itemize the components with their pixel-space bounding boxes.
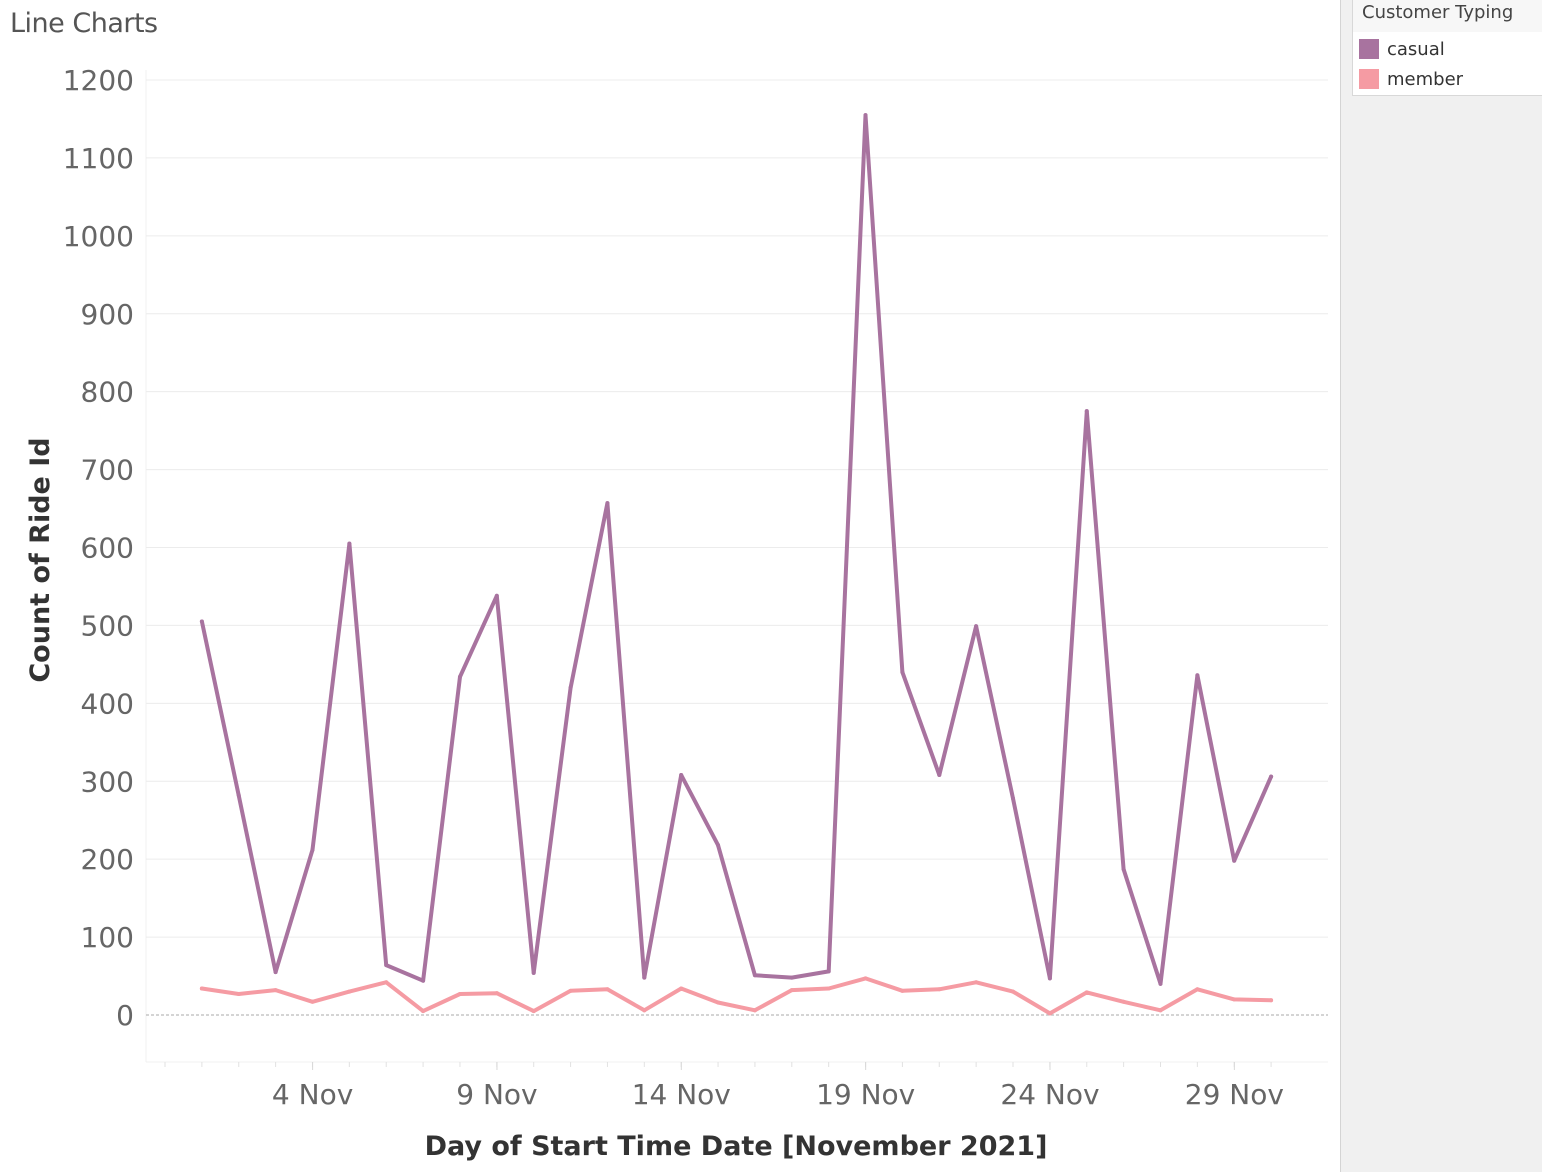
- data-point-member: [236, 991, 241, 996]
- data-point-member: [1269, 998, 1274, 1003]
- legend-item-casual[interactable]: casual: [1359, 37, 1445, 61]
- data-point-member: [716, 1000, 721, 1005]
- data-point-casual: [384, 963, 389, 968]
- legend-header: [1353, 0, 1542, 32]
- data-point-casual: [1121, 867, 1126, 872]
- data-point-casual: [605, 501, 610, 506]
- data-point-member: [1195, 987, 1200, 992]
- data-point-casual: [1084, 409, 1089, 414]
- data-point-member: [531, 1009, 536, 1014]
- y-tick-label: 1200: [63, 64, 134, 97]
- y-tick-label: 1100: [63, 142, 134, 175]
- data-point-casual: [310, 847, 315, 852]
- data-point-member: [1011, 989, 1016, 994]
- x-tick-label: 9 Nov: [456, 1078, 537, 1111]
- data-point-casual: [974, 624, 979, 629]
- data-point-member: [568, 988, 573, 993]
- data-point-casual: [199, 619, 204, 624]
- series-line-member: [199, 976, 1274, 1016]
- data-point-casual: [457, 674, 462, 679]
- x-tick-label: 29 Nov: [1185, 1078, 1284, 1111]
- x-tick-label: 4 Nov: [272, 1078, 353, 1111]
- data-point-casual: [273, 970, 278, 975]
- y-tick-label: 900: [81, 298, 134, 331]
- data-point-casual: [347, 541, 352, 546]
- data-point-member: [900, 988, 905, 993]
- data-point-casual: [752, 973, 757, 978]
- y-tick-label: 200: [81, 843, 134, 876]
- y-axis-title: Count of Ride Id: [25, 437, 56, 682]
- data-point-casual: [236, 793, 241, 798]
- data-point-casual: [1232, 858, 1237, 863]
- line-chart: 0 100 200 300 400 500 600 700 800 900 1000 1100 1200…: [25, 64, 1328, 1162]
- data-point-casual: [863, 113, 868, 118]
- data-point-member: [1121, 999, 1126, 1004]
- x-tick-label: 14 Nov: [632, 1078, 731, 1111]
- data-point-member: [642, 1008, 647, 1013]
- legend-item-member[interactable]: member: [1359, 67, 1463, 91]
- data-point-member: [273, 988, 278, 993]
- data-point-casual: [531, 970, 536, 975]
- data-point-member: [1084, 990, 1089, 995]
- data-point-casual: [421, 978, 426, 983]
- data-point-casual: [679, 773, 684, 778]
- data-point-casual: [1158, 981, 1163, 986]
- data-point-member: [347, 989, 352, 994]
- x-tick-label: 24 Nov: [1000, 1078, 1099, 1111]
- y-tick-label: 300: [81, 765, 134, 798]
- y-tick-label: 800: [81, 376, 134, 409]
- y-tick-label: 1000: [63, 220, 134, 253]
- data-point-member: [1047, 1011, 1052, 1016]
- data-point-member: [199, 986, 204, 991]
- side-panel: [1340, 0, 1542, 1172]
- data-point-casual: [1269, 774, 1274, 779]
- legend-swatch-member: [1359, 69, 1379, 89]
- y-tick-label: 100: [81, 921, 134, 954]
- data-point-casual: [1011, 796, 1016, 801]
- data-point-member: [494, 991, 499, 996]
- data-point-member: [1232, 997, 1237, 1002]
- data-point-member: [826, 986, 831, 991]
- legend-label-casual: casual: [1387, 38, 1445, 60]
- legend-title: Customer Typing: [1362, 2, 1514, 23]
- data-point-member: [937, 987, 942, 992]
- data-point-casual: [789, 975, 794, 980]
- data-point-casual: [1195, 673, 1200, 678]
- y-tick-label: 700: [81, 454, 134, 487]
- data-point-casual: [937, 773, 942, 778]
- data-point-member: [310, 999, 315, 1004]
- legend-label-member: member: [1387, 68, 1464, 90]
- data-point-member: [974, 980, 979, 985]
- data-point-member: [863, 976, 868, 981]
- data-point-member: [421, 1009, 426, 1014]
- y-tick-label: 500: [81, 609, 134, 642]
- data-point-member: [605, 987, 610, 992]
- data-point-member: [384, 980, 389, 985]
- data-point-casual: [826, 969, 831, 974]
- data-point-member: [789, 988, 794, 993]
- data-point-casual: [716, 843, 721, 848]
- data-point-casual: [494, 593, 499, 598]
- x-axis-title: Day of Start Time Date [November 2021]: [425, 1131, 1048, 1162]
- y-tick-label: 600: [81, 532, 134, 565]
- data-point-member: [457, 991, 462, 996]
- data-point-casual: [642, 975, 647, 980]
- data-point-member: [1158, 1008, 1163, 1013]
- data-point-member: [752, 1008, 757, 1013]
- sheet-title: Line Charts: [10, 8, 158, 39]
- y-tick-label: 400: [81, 687, 134, 720]
- data-point-member: [679, 986, 684, 991]
- data-point-casual: [568, 685, 573, 690]
- legend[interactable]: Customer Typing casual member: [1352, 0, 1542, 96]
- x-tick-label: 19 Nov: [816, 1078, 915, 1111]
- data-point-casual: [900, 670, 905, 675]
- data-point-casual: [1047, 976, 1052, 981]
- legend-swatch-casual: [1359, 39, 1379, 59]
- y-tick-label: 0: [116, 999, 134, 1032]
- series-line-casual: [199, 113, 1274, 986]
